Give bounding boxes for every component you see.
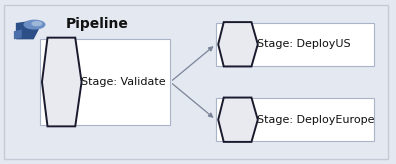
Polygon shape <box>16 20 40 39</box>
Polygon shape <box>14 30 22 39</box>
Polygon shape <box>218 98 258 142</box>
Text: Pipeline: Pipeline <box>65 17 128 31</box>
Text: Stage: DeployEurope: Stage: DeployEurope <box>257 115 375 125</box>
Circle shape <box>24 20 45 29</box>
FancyBboxPatch shape <box>4 5 388 159</box>
Text: Stage: Validate: Stage: Validate <box>81 77 166 87</box>
Text: Stage: DeployUS: Stage: DeployUS <box>257 39 351 49</box>
FancyBboxPatch shape <box>216 23 374 66</box>
FancyBboxPatch shape <box>40 39 170 125</box>
Circle shape <box>32 22 42 26</box>
FancyBboxPatch shape <box>216 98 374 141</box>
Polygon shape <box>218 22 258 66</box>
Polygon shape <box>42 38 82 126</box>
